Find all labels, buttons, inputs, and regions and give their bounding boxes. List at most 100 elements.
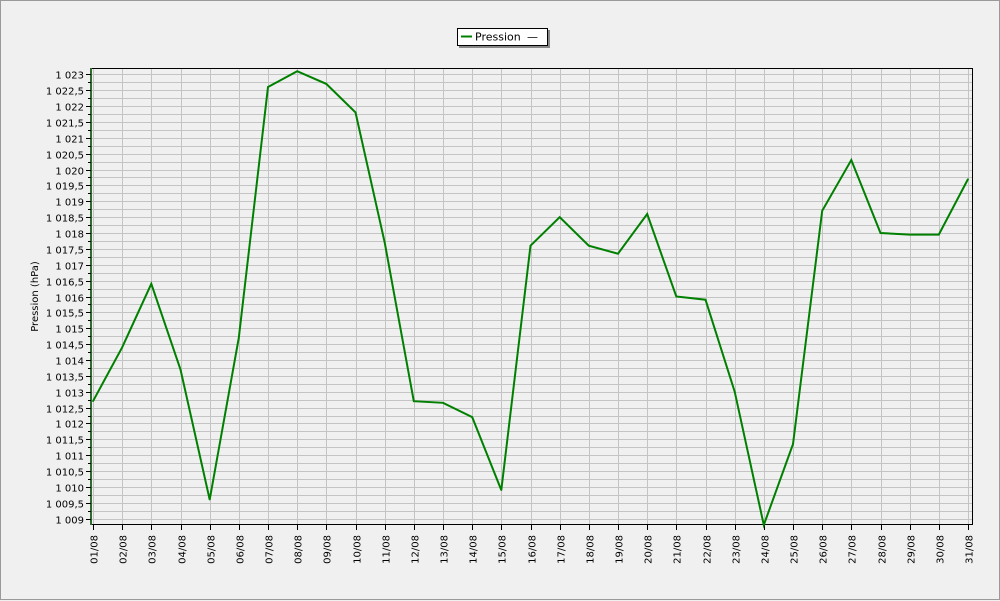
y-tick-label: 1 012,5 <box>46 405 84 416</box>
y-tick-label: 1 021 <box>55 135 84 146</box>
data-point <box>238 336 240 339</box>
data-point <box>383 241 386 244</box>
y-tick-label: 1 020 <box>55 167 84 178</box>
x-tick-label: 01/08 <box>90 535 101 564</box>
y-tick-label: 1 013 <box>55 389 84 400</box>
x-tick-label: 29/08 <box>907 535 918 564</box>
y-tick-label: 1 016 <box>55 294 84 305</box>
x-tick-label: 03/08 <box>148 535 159 564</box>
x-tick-label: 17/08 <box>557 535 568 564</box>
data-point <box>792 443 794 445</box>
y-tick-label: 1 011 <box>55 452 84 463</box>
data-point <box>617 252 619 255</box>
y-axis-title: Pression (hPa) <box>30 261 41 332</box>
x-tick-label: 23/08 <box>732 535 743 564</box>
data-point <box>325 83 328 85</box>
legend-shadow-right <box>548 30 550 47</box>
data-point <box>704 298 707 301</box>
x-tick-label: 12/08 <box>411 535 422 564</box>
x-tick-label: 19/08 <box>615 535 626 564</box>
y-tick-label: 1 019,5 <box>46 182 84 193</box>
y-tick-label: 1 010,5 <box>46 468 84 479</box>
y-tick-label: 1 023 <box>55 71 84 82</box>
y-tick-label: 1 011,5 <box>46 436 84 447</box>
y-tick-label: 1 009,5 <box>46 500 84 511</box>
x-tick-label: 07/08 <box>265 535 276 564</box>
data-point <box>938 233 940 236</box>
x-tick-label: 05/08 <box>207 535 218 564</box>
data-point <box>967 178 969 180</box>
y-tick-label: 1 014 <box>55 357 84 368</box>
y-tick-label: 1 015 <box>55 325 84 336</box>
data-point <box>850 159 853 161</box>
data-point <box>588 244 590 247</box>
legend-box <box>457 28 548 46</box>
legend-shadow-bottom <box>459 46 550 48</box>
x-tick-label: 30/08 <box>936 535 947 564</box>
x-tick-label: 26/08 <box>819 535 830 564</box>
x-tick-label: 14/08 <box>469 535 480 564</box>
data-point <box>646 213 648 215</box>
y-tick-label: 1 013,5 <box>46 373 84 384</box>
data-point <box>908 233 911 236</box>
data-point <box>763 524 765 526</box>
y-tick-label: 1 018,5 <box>46 214 84 225</box>
data-point <box>733 390 736 393</box>
x-tick-label: 21/08 <box>673 535 684 564</box>
x-tick-label: 04/08 <box>178 535 189 564</box>
x-tick-label: 09/08 <box>323 535 334 564</box>
data-point <box>296 70 298 72</box>
legend: Pression — <box>457 28 550 48</box>
data-point <box>354 111 357 114</box>
x-tick-label: 25/08 <box>790 535 801 564</box>
y-tick-label: 1 015,5 <box>46 309 84 320</box>
x-axis-ticks: 01/08 02/08 03/08 04/08 05/08 06/08 07/08 08/08… <box>90 525 976 564</box>
data-point <box>150 283 153 285</box>
data-point <box>529 244 532 247</box>
x-tick-label: 20/08 <box>644 535 655 564</box>
x-tick-label: 18/08 <box>586 535 597 564</box>
x-tick-label: 31/08 <box>965 535 976 564</box>
x-tick-label: 02/08 <box>119 535 130 564</box>
data-point <box>879 232 882 234</box>
x-tick-label: 10/08 <box>353 535 364 564</box>
grid <box>91 68 973 525</box>
y-tick-label: 1 018 <box>55 230 84 241</box>
y-tick-label: 1 009 <box>55 516 84 527</box>
y-tick-label: 1 019 <box>55 198 84 209</box>
y-tick-label: 1 022 <box>55 103 84 114</box>
series-points <box>92 70 969 526</box>
x-tick-label: 06/08 <box>236 535 247 564</box>
y-tick-label: 1 016,5 <box>46 278 84 289</box>
x-tick-label: 27/08 <box>848 535 859 564</box>
data-point <box>558 216 561 218</box>
data-point <box>500 489 503 491</box>
data-point <box>821 210 823 212</box>
x-tick-label: 16/08 <box>528 535 539 564</box>
y-tick-label: 1 014,5 <box>46 341 84 352</box>
legend-label-pression: Pression <box>475 31 521 44</box>
data-point <box>471 416 473 418</box>
legend-value-pression: — <box>527 31 538 44</box>
data-point <box>208 498 211 501</box>
y-tick-label: 1 021,5 <box>46 119 84 130</box>
y-tick-label: 1 020,5 <box>46 151 84 162</box>
y-tick-label: 1 017,5 <box>46 246 84 257</box>
y-tick-label: 1 022,5 <box>46 87 84 98</box>
y-tick-label: 1 017 <box>55 262 84 273</box>
x-tick-label: 24/08 <box>761 535 772 564</box>
x-tick-label: 13/08 <box>440 535 451 564</box>
data-point <box>675 295 678 298</box>
data-point <box>413 400 415 403</box>
data-point <box>179 368 182 371</box>
y-axis-ticks: 1 009 1 009,5 1 010 1 010,5 1 011 1 011,5 1 01… <box>46 71 91 527</box>
x-tick-label: 28/08 <box>878 535 889 564</box>
x-tick-label: 22/08 <box>703 535 714 564</box>
y-tick-label: 1 012 <box>55 420 84 431</box>
data-point <box>442 402 444 404</box>
data-point <box>92 400 94 403</box>
x-tick-label: 08/08 <box>294 535 305 564</box>
y-tick-label: 1 010 <box>55 484 84 495</box>
